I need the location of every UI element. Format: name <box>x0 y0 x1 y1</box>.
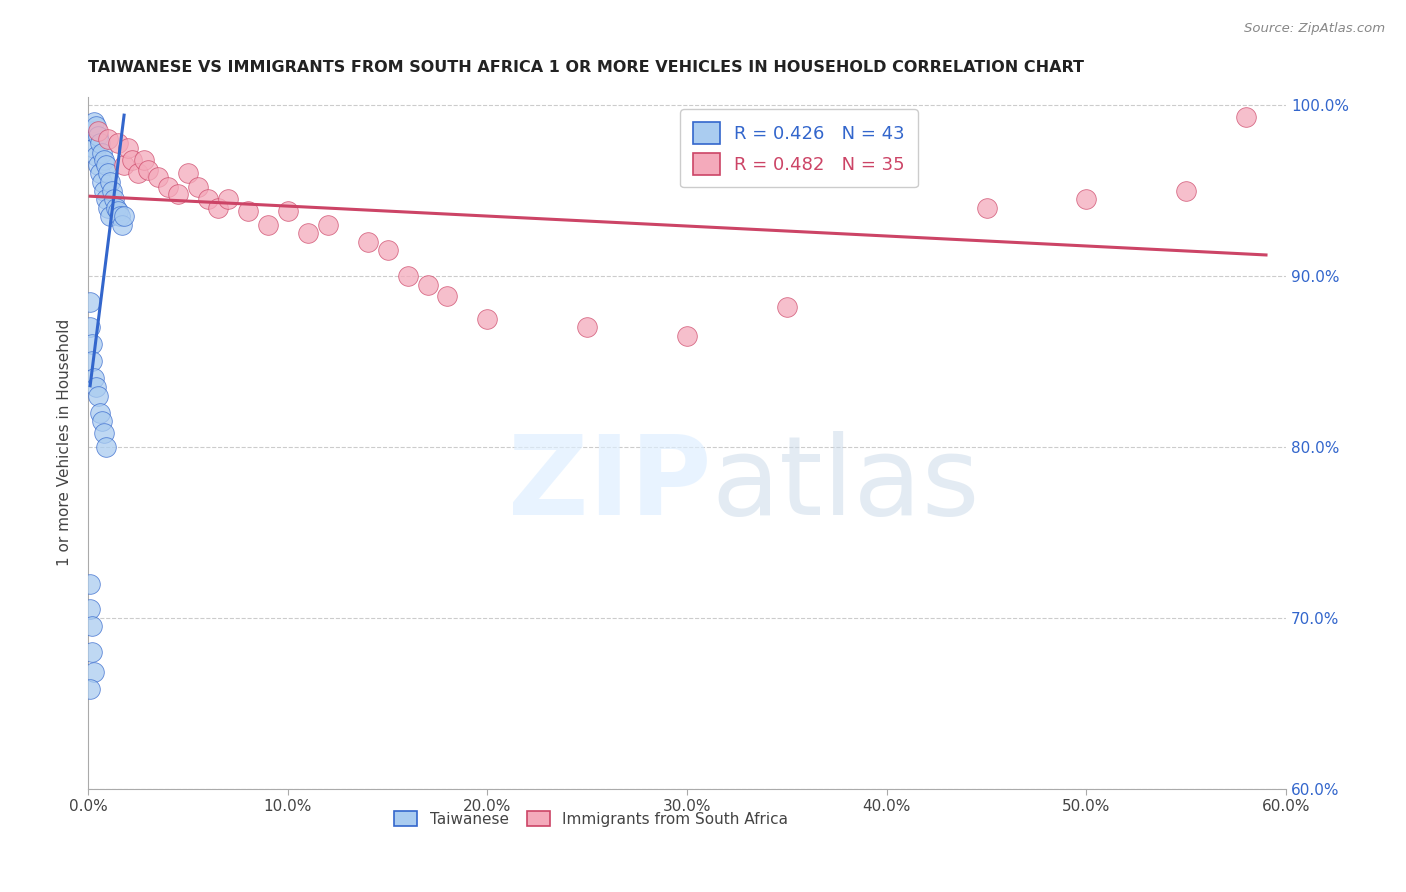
Point <box>177 166 200 180</box>
Point <box>83 141 105 155</box>
Point <box>97 201 120 215</box>
Point <box>101 184 124 198</box>
Point <box>197 192 219 206</box>
Text: Source: ZipAtlas.com: Source: ZipAtlas.com <box>1244 22 1385 36</box>
Text: ZIP: ZIP <box>508 431 711 538</box>
Point <box>156 180 179 194</box>
Point <box>98 209 121 223</box>
Point <box>79 294 101 309</box>
Point <box>277 204 299 219</box>
Point <box>91 175 114 189</box>
Point <box>236 204 259 219</box>
Point <box>111 218 134 232</box>
Point <box>83 115 105 129</box>
Point <box>127 166 149 180</box>
Point <box>87 128 110 143</box>
Point <box>112 209 135 223</box>
Point <box>107 136 129 150</box>
Point <box>97 166 120 180</box>
Point <box>103 192 125 206</box>
Point <box>87 388 110 402</box>
Text: TAIWANESE VS IMMIGRANTS FROM SOUTH AFRICA 1 OR MORE VEHICLES IN HOUSEHOLD CORREL: TAIWANESE VS IMMIGRANTS FROM SOUTH AFRIC… <box>89 60 1084 75</box>
Point <box>187 180 209 194</box>
Point <box>132 153 155 167</box>
Point <box>89 406 111 420</box>
Point <box>91 146 114 161</box>
Point <box>89 136 111 150</box>
Point <box>82 619 104 633</box>
Point <box>776 300 799 314</box>
Point <box>79 602 101 616</box>
Point <box>94 192 117 206</box>
Point <box>94 158 117 172</box>
Text: atlas: atlas <box>711 431 980 538</box>
Legend: Taiwanese, Immigrants from South Africa: Taiwanese, Immigrants from South Africa <box>388 805 794 833</box>
Point <box>217 192 239 206</box>
Point <box>107 204 129 219</box>
Point <box>83 371 105 385</box>
Point <box>396 268 419 283</box>
Point <box>297 227 319 241</box>
Point <box>207 201 229 215</box>
Point <box>98 175 121 189</box>
Point <box>84 149 107 163</box>
Point <box>976 201 998 215</box>
Point <box>91 414 114 428</box>
Point <box>79 576 101 591</box>
Point <box>79 320 101 334</box>
Point <box>84 380 107 394</box>
Point <box>84 119 107 133</box>
Y-axis label: 1 or more Vehicles in Household: 1 or more Vehicles in Household <box>58 319 72 566</box>
Point <box>256 218 278 232</box>
Point <box>416 277 439 292</box>
Point <box>1175 184 1198 198</box>
Point <box>87 158 110 172</box>
Point <box>93 426 115 441</box>
Point <box>87 124 110 138</box>
Point <box>1076 192 1098 206</box>
Point <box>82 337 104 351</box>
Point <box>93 153 115 167</box>
Point <box>105 201 128 215</box>
Point <box>146 169 169 184</box>
Point <box>316 218 339 232</box>
Point <box>121 153 143 167</box>
Point <box>82 645 104 659</box>
Point <box>94 440 117 454</box>
Point <box>117 141 139 155</box>
Point <box>377 244 399 258</box>
Point <box>108 209 131 223</box>
Point <box>79 682 101 697</box>
Point <box>477 311 499 326</box>
Point <box>93 184 115 198</box>
Point <box>89 166 111 180</box>
Point <box>97 132 120 146</box>
Point <box>83 665 105 680</box>
Point <box>136 163 159 178</box>
Point <box>676 328 699 343</box>
Point <box>436 289 458 303</box>
Point <box>82 354 104 368</box>
Point <box>82 124 104 138</box>
Point <box>1234 110 1257 124</box>
Point <box>576 320 599 334</box>
Point <box>112 158 135 172</box>
Point <box>167 186 190 201</box>
Point <box>356 235 378 249</box>
